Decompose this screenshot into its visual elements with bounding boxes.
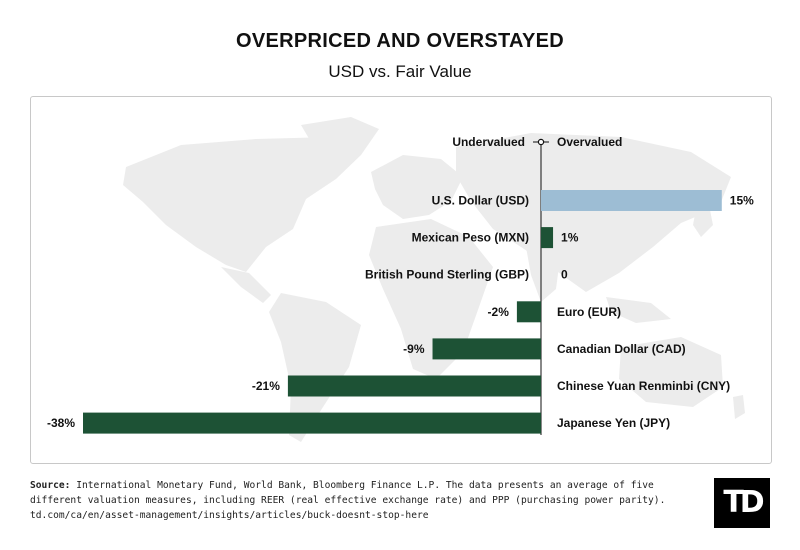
value-label: 0 (561, 268, 568, 282)
value-label: -38% (47, 416, 75, 430)
bar (541, 227, 554, 249)
value-label: -21% (252, 379, 280, 393)
chart-title: OVERPRICED AND OVERSTAYED (236, 30, 564, 52)
bar (432, 338, 541, 360)
bar (516, 301, 541, 323)
source-url[interactable]: td.com/ca/en/asset-management/insights/a… (30, 510, 429, 521)
bar (541, 190, 722, 211)
category-label: Japanese Yen (JPY) (557, 416, 670, 430)
category-label: Euro (EUR) (557, 305, 621, 319)
chart-subtitle: USD vs. Fair Value (328, 62, 472, 81)
value-label: -2% (488, 305, 510, 319)
axis-marker-circle (537, 138, 545, 146)
value-label: 15% (730, 194, 754, 208)
td-logo: TD (714, 478, 770, 528)
bar (83, 412, 541, 434)
axis-label-overvalued: Overvalued (557, 135, 622, 149)
category-label: British Pound Sterling (GBP) (365, 268, 529, 282)
source-label: Source: (30, 480, 71, 491)
source-footnote: Source: International Monetary Fund, Wor… (30, 478, 690, 523)
chart-panel: Undervalued Overvalued U.S. Dollar (USD) 1… (30, 96, 772, 464)
logo-text: TD (723, 485, 764, 520)
category-label: Chinese Yuan Renminbi (CNY) (557, 379, 730, 393)
bar (287, 375, 541, 397)
bar-chart: Undervalued Overvalued U.S. Dollar (USD) 1… (47, 117, 754, 442)
category-label: Mexican Peso (MXN) (412, 231, 529, 245)
category-label: U.S. Dollar (USD) (432, 194, 529, 208)
value-label: -9% (403, 342, 425, 356)
value-label: 1% (561, 231, 579, 245)
category-label: Canadian Dollar (CAD) (557, 342, 686, 356)
world-map-background (123, 117, 745, 442)
axis-label-undervalued: Undervalued (452, 135, 525, 149)
source-text: International Monetary Fund, World Bank,… (30, 480, 666, 506)
